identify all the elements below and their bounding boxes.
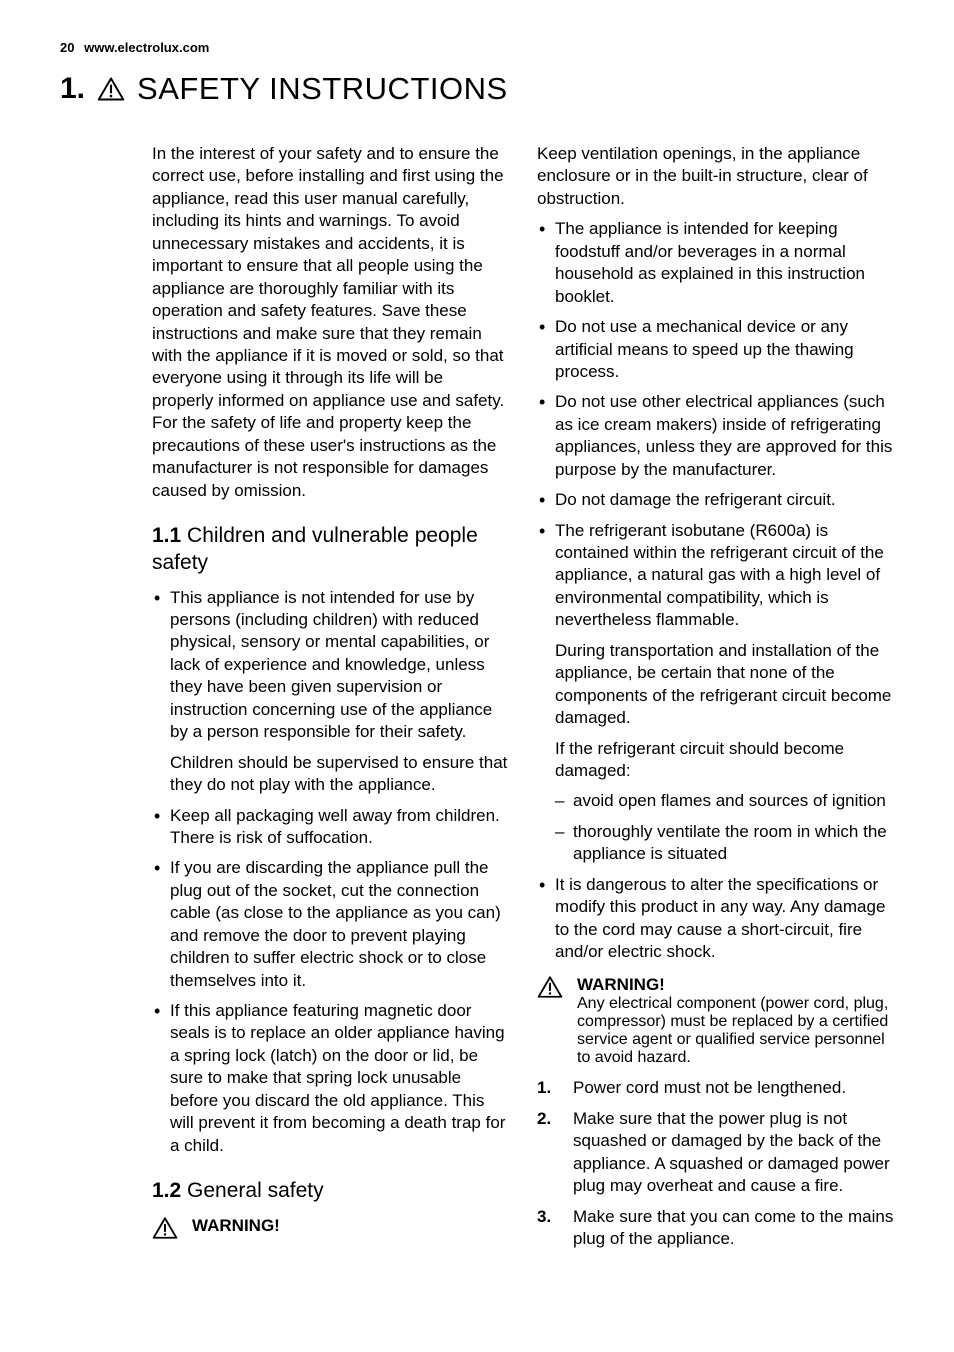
right-intro: Keep ventilation openings, in the applia…: [537, 143, 894, 210]
list-item: Do not use a mechanical device or any ar…: [537, 316, 894, 383]
section-1-1-list: This appliance is not intended for use b…: [152, 587, 509, 1158]
content-columns: In the interest of your safety and to en…: [60, 143, 894, 1259]
warning-icon: [152, 1216, 178, 1240]
list-item: The refrigerant isobutane (R600a) is con…: [537, 520, 894, 866]
warning-text: WARNING! Any electrical component (power…: [577, 975, 894, 1067]
list-item: Do not use other electrical appliances (…: [537, 391, 894, 481]
warning-text: WARNING!: [192, 1216, 509, 1240]
list-item: This appliance is not intended for use b…: [152, 587, 509, 797]
left-column: In the interest of your safety and to en…: [60, 143, 509, 1259]
ol-item: Power cord must not be lengthened.: [537, 1077, 894, 1099]
sub-title: Children and vulnerable people safety: [152, 524, 478, 574]
warning-label: WARNING!: [192, 1216, 509, 1236]
intro-block: In the interest of your safety and to en…: [152, 143, 509, 502]
right-column: Keep ventilation openings, in the applia…: [537, 143, 894, 1259]
intro-para-2: For the safety of life and property keep…: [152, 412, 509, 502]
intro-para-1: In the interest of your safety and to en…: [152, 143, 509, 412]
dash-item: avoid open flames and sources of ignitio…: [555, 790, 894, 812]
numbered-list: Power cord must not be lengthened. Make …: [537, 1077, 894, 1250]
sub-title: General safety: [187, 1179, 324, 1202]
section-1-2-heading: 1.2 General safety: [152, 1177, 509, 1204]
section-1-1-heading: 1.1 Children and vulnerable people safet…: [152, 522, 509, 577]
warning-icon: [537, 975, 563, 999]
page-title: SAFETY INSTRUCTIONS: [137, 71, 508, 107]
list-item-extra: Children should be supervised to ensure …: [170, 752, 509, 797]
warning-body: Any electrical component (power cord, pl…: [577, 995, 888, 1066]
dash-item: thoroughly ventilate the room in which t…: [555, 821, 894, 866]
ol-item: Make sure that the power plug is not squ…: [537, 1108, 894, 1198]
warning-block: WARNING!: [152, 1216, 509, 1240]
list-para: During transportation and installation o…: [555, 640, 894, 730]
sub-num: 1.2: [152, 1179, 181, 1202]
warning-block: WARNING! Any electrical component (power…: [537, 975, 894, 1067]
warning-label: WARNING!: [577, 975, 894, 995]
sub-num: 1.1: [152, 524, 181, 547]
list-item: If this appliance featuring magnetic doo…: [152, 1000, 509, 1157]
list-para: If the refrigerant circuit should become…: [555, 738, 894, 783]
list-item: The appliance is intended for keeping fo…: [537, 218, 894, 308]
header-url: www.electrolux.com: [84, 40, 209, 55]
page-number: 20: [60, 40, 74, 55]
right-list: The appliance is intended for keeping fo…: [537, 218, 894, 963]
page-header: 20 www.electrolux.com: [60, 40, 894, 55]
ol-item: Make sure that you can come to the mains…: [537, 1206, 894, 1251]
warning-icon: [97, 76, 125, 102]
list-item: Do not damage the refrigerant circuit.: [537, 489, 894, 511]
dash-list: avoid open flames and sources of ignitio…: [555, 790, 894, 865]
list-item: It is dangerous to alter the specificati…: [537, 874, 894, 964]
title-row: 1. SAFETY INSTRUCTIONS: [60, 71, 894, 107]
section-number: 1.: [60, 72, 85, 106]
list-item: Keep all packaging well away from childr…: [152, 805, 509, 850]
list-item: If you are discarding the appliance pull…: [152, 857, 509, 992]
